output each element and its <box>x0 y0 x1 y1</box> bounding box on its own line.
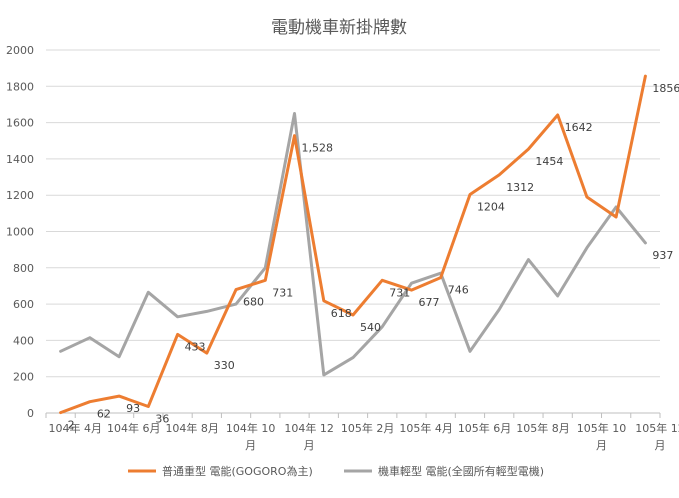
data-label: 93 <box>126 402 140 415</box>
x-tick-label: 105年 4月 <box>399 421 453 435</box>
data-label: 731 <box>389 286 410 299</box>
data-label: 677 <box>418 296 439 309</box>
x-tick-label: 104年 12 <box>284 421 334 435</box>
x-tick-label: 105年 6月 <box>458 421 512 435</box>
data-labels: 2 62 93 36 433 330 680 731 1,528 618 540 731 677 746 1… <box>68 82 679 432</box>
data-label: 2 <box>68 419 75 432</box>
data-label: 62 <box>97 408 111 421</box>
x-tick-label: 104年 6月 <box>107 421 161 435</box>
legend: 普通重型 電能(GOGORO為主) 機車輕型 電能(全國所有輕型電機) <box>128 464 544 478</box>
y-tick-label: 400 <box>13 334 34 347</box>
data-label: 540 <box>360 321 381 334</box>
data-label: 1204 <box>477 200 505 213</box>
y-tick-label: 0 <box>27 407 34 420</box>
data-label: 330 <box>214 359 235 372</box>
chart-title: 電動機車新掛牌數 <box>271 18 407 38</box>
x-tick-label: 105年 8月 <box>516 421 570 435</box>
y-tick-label: 1400 <box>6 153 34 166</box>
series-line <box>59 112 647 377</box>
x-tick-label-line2: 月 <box>304 439 315 452</box>
y-tick-label: 600 <box>13 298 34 311</box>
x-tick-label: 105年 10 <box>577 421 627 435</box>
data-label: 1856 <box>652 82 679 95</box>
series-lines <box>59 74 647 415</box>
grid <box>46 49 660 414</box>
data-label: 746 <box>448 284 469 297</box>
y-axis: 0 200 400 600 800 1000 1200 1400 1600 1800 2000 <box>6 44 34 420</box>
data-label: 680 <box>243 296 264 309</box>
x-tick-label: 104年 8月 <box>165 421 219 435</box>
x-tick-label-line2: 月 <box>596 439 607 452</box>
y-tick-label: 800 <box>13 262 34 275</box>
y-tick-label: 1000 <box>6 226 34 239</box>
data-label: 731 <box>272 286 293 299</box>
series-line <box>59 74 647 415</box>
data-label: 1,528 <box>302 142 334 155</box>
x-tick-label: 104年 10 <box>226 421 276 435</box>
y-tick-label: 2000 <box>6 44 34 57</box>
data-label: 937 <box>652 249 673 262</box>
x-tick-label-line2: 月 <box>655 439 666 452</box>
x-tick-label-line2: 月 <box>245 439 256 452</box>
data-label: 433 <box>185 340 206 353</box>
x-tick-label: 105年 12 <box>635 421 679 435</box>
data-label: 1312 <box>506 181 534 194</box>
data-label: 1454 <box>535 155 563 168</box>
legend-label: 機車輕型 電能(全國所有輕型電機) <box>378 464 544 478</box>
y-tick-label: 1200 <box>6 189 34 202</box>
y-tick-label: 200 <box>13 371 34 384</box>
y-tick-label: 1600 <box>6 117 34 130</box>
data-label: 36 <box>155 412 169 425</box>
data-label: 1642 <box>565 121 593 134</box>
x-axis: 104年 4月 104年 6月 104年 8月 104年 10 月 104年 12 月 105… <box>45 412 679 452</box>
x-tick-label: 104年 4月 <box>48 421 102 435</box>
x-tick-label: 105年 2月 <box>341 421 395 435</box>
y-tick-label: 1800 <box>6 80 34 93</box>
legend-label: 普通重型 電能(GOGORO為主) <box>162 464 313 478</box>
data-label: 618 <box>331 307 352 320</box>
